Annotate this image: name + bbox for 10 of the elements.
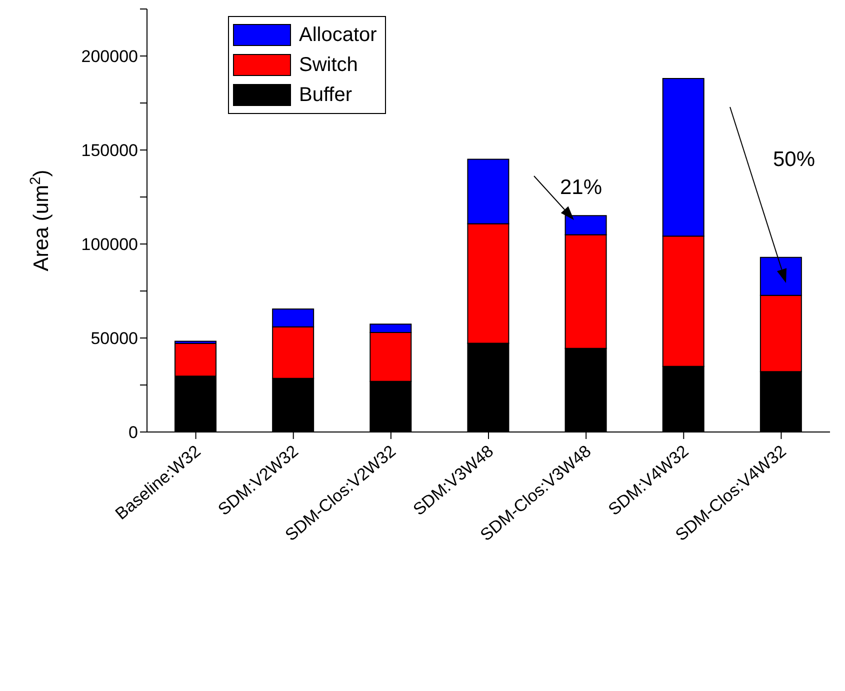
legend-label: Switch	[299, 53, 358, 78]
y-tick-label: 0	[128, 423, 138, 442]
y-tick-label: 200000	[81, 47, 138, 66]
annotation: 21%	[560, 176, 602, 200]
annotation: 50%	[773, 148, 816, 172]
y-tick-label: 100000	[81, 235, 138, 254]
legend-label: Buffer	[299, 83, 352, 108]
y-tick-label: 50000	[90, 329, 138, 348]
legend-label: Allocator	[299, 23, 377, 48]
y-tick-label: 150000	[81, 141, 138, 160]
